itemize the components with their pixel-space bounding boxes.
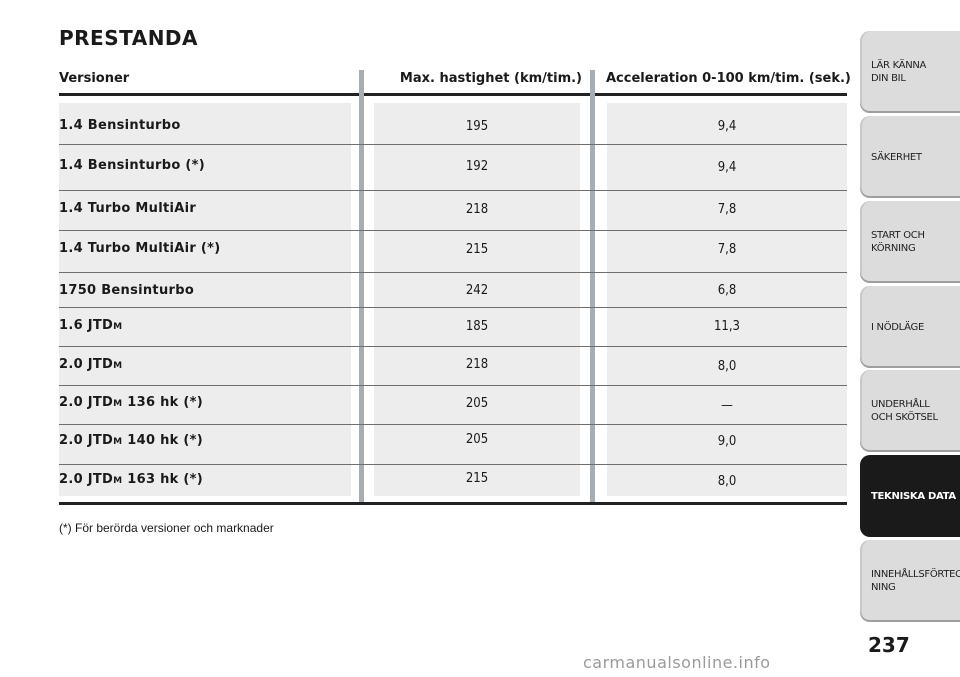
acceleration-value: 8,0 xyxy=(717,474,737,489)
row-divider xyxy=(59,464,847,465)
chapter-tab[interactable]: I NÖDLÄGE xyxy=(860,286,960,368)
chapter-tab-label: SÄKERHET xyxy=(871,151,922,163)
max-speed-value: 218 xyxy=(465,202,489,217)
column-bg-versions xyxy=(59,103,351,496)
row-divider xyxy=(59,424,847,425)
version-label: 2.0 JTDM xyxy=(59,357,123,372)
column-divider xyxy=(359,70,364,502)
max-speed-value: 242 xyxy=(465,283,489,298)
version-label: 1750 Bensinturbo xyxy=(59,283,195,298)
chapter-tab-label: I NÖDLÄGE xyxy=(871,321,925,333)
row-divider xyxy=(59,307,847,308)
column-bg-acceleration xyxy=(607,103,847,496)
chapter-tab-label: UNDERHÅLL OCH SKÖTSEL xyxy=(871,399,938,423)
acceleration-value: 7,8 xyxy=(717,202,737,217)
acceleration-value: 8,0 xyxy=(717,359,737,374)
chapter-tab[interactable]: TEKNISKA DATA xyxy=(860,455,960,537)
watermark: carmanualsonline.info xyxy=(583,653,771,672)
version-label: 1.4 Bensinturbo (*) xyxy=(59,158,206,173)
acceleration-value: 11,3 xyxy=(713,319,741,334)
max-speed-value: 218 xyxy=(465,357,489,372)
row-divider xyxy=(59,346,847,347)
chapter-tab-label: LÄR KÄNNA DIN BIL xyxy=(871,60,927,84)
column-divider xyxy=(590,70,595,502)
chapter-tab-label: START OCH KÖRNING xyxy=(871,230,925,254)
version-label: 1.4 Turbo MultiAir xyxy=(59,201,197,216)
row-divider xyxy=(59,272,847,273)
chapter-tab-label: INNEHÅLLSFÖRTECK- NING xyxy=(871,569,960,593)
header-max-speed: Max. hastighet (km/tim.) xyxy=(399,71,582,86)
page-title: PRESTANDA xyxy=(59,26,199,50)
chapter-tab[interactable]: LÄR KÄNNA DIN BIL xyxy=(860,31,960,113)
row-divider xyxy=(59,385,847,386)
chapter-tab[interactable]: START OCH KÖRNING xyxy=(860,201,960,283)
chapter-tab[interactable]: INNEHÅLLSFÖRTECK- NING xyxy=(860,540,960,622)
chapter-tab[interactable]: UNDERHÅLL OCH SKÖTSEL xyxy=(860,370,960,452)
footnote: (*) För berörda versioner och marknader xyxy=(59,521,274,535)
acceleration-value: 9,4 xyxy=(717,119,737,134)
row-divider xyxy=(59,144,847,145)
column-bg-speed xyxy=(374,103,580,496)
version-label: 2.0 JTDM 163 hk (*) xyxy=(59,472,204,487)
max-speed-value: 195 xyxy=(465,119,489,134)
chapter-tab[interactable]: SÄKERHET xyxy=(860,116,960,198)
row-divider xyxy=(59,190,847,191)
acceleration-value: 7,8 xyxy=(717,242,737,257)
version-label: 2.0 JTDM 136 hk (*) xyxy=(59,395,204,410)
version-label: 1.4 Turbo MultiAir (*) xyxy=(59,241,221,256)
max-speed-value: 215 xyxy=(465,471,489,486)
table-bottom-rule xyxy=(59,502,847,505)
chapter-tabs: LÄR KÄNNA DIN BIL SÄKERHET START OCH KÖRNI… xyxy=(860,0,960,677)
max-speed-value: 205 xyxy=(465,432,489,447)
acceleration-value: 9,4 xyxy=(717,160,737,175)
version-label: 2.0 JTDM 140 hk (*) xyxy=(59,433,204,448)
header-acceleration: Acceleration 0-100 km/tim. (sek.) xyxy=(606,71,851,86)
page-number: 237 xyxy=(868,633,910,657)
version-label: 1.6 JTDM xyxy=(59,318,123,333)
max-speed-value: 192 xyxy=(465,159,489,174)
version-label: 1.4 Bensinturbo xyxy=(59,118,181,133)
table-top-rule xyxy=(59,93,847,96)
acceleration-value: 6,8 xyxy=(717,283,737,298)
header-versions: Versioner xyxy=(59,71,130,86)
chapter-tab-label: TEKNISKA DATA xyxy=(871,490,956,502)
row-divider xyxy=(59,230,847,231)
max-speed-value: 215 xyxy=(465,242,489,257)
acceleration-value: 9,0 xyxy=(717,434,737,449)
max-speed-value: 185 xyxy=(465,319,489,334)
acceleration-value: — xyxy=(721,398,733,413)
max-speed-value: 205 xyxy=(465,396,489,411)
